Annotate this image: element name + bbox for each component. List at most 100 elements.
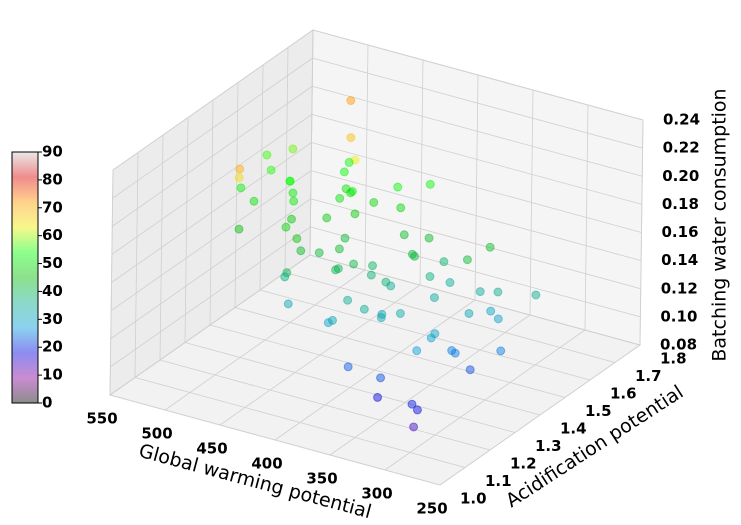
- point: [341, 184, 351, 194]
- y-tick-label: 1.5: [585, 402, 612, 420]
- y-tick-label: 1.3: [535, 437, 562, 455]
- point: [282, 268, 292, 278]
- point: [496, 346, 506, 356]
- y-tick-label: 1.4: [560, 420, 587, 438]
- grid-line: [112, 57, 313, 199]
- z-tick-label: 0.08: [660, 336, 697, 354]
- grid-line: [112, 85, 313, 227]
- grid-line: [310, 226, 641, 318]
- y-tick-label: 1.7: [635, 367, 662, 385]
- x-tick-label: 500: [141, 425, 172, 443]
- point: [344, 157, 354, 167]
- point: [399, 230, 409, 240]
- point: [292, 234, 302, 244]
- grid-line: [184, 342, 516, 433]
- z-tick-label: 0.18: [662, 195, 699, 213]
- x-tick-label: 450: [196, 440, 227, 458]
- point: [350, 155, 360, 165]
- point: [368, 261, 378, 271]
- y-tick-label: 1.8: [660, 350, 687, 368]
- point: [386, 281, 396, 291]
- colorbar-tick-label: 70: [42, 198, 63, 216]
- point: [445, 278, 455, 288]
- grid-line: [112, 29, 314, 171]
- y-tick-label: 1.6: [610, 385, 637, 403]
- point: [323, 318, 333, 328]
- colorbar-tick-label: 20: [42, 338, 63, 356]
- point: [381, 277, 391, 287]
- point: [345, 188, 355, 198]
- colorbar: [11, 151, 39, 404]
- grid-line: [134, 377, 466, 468]
- grid-line: [312, 57, 643, 149]
- point: [377, 309, 387, 319]
- point: [236, 183, 246, 193]
- point: [296, 246, 306, 256]
- grid-line: [310, 198, 641, 290]
- colorbar-tick-label: 40: [42, 282, 63, 300]
- grid-line: [111, 114, 313, 255]
- grid-line: [312, 85, 643, 177]
- colorbar-tick-label: 80: [42, 170, 63, 188]
- y-tick-label: 1.0: [460, 490, 487, 508]
- point: [335, 193, 345, 203]
- point: [234, 173, 244, 183]
- point: [359, 304, 369, 314]
- point: [425, 179, 435, 189]
- point: [410, 251, 420, 261]
- point: [493, 287, 503, 297]
- point: [343, 295, 353, 305]
- z-tick-label: 0.24: [663, 111, 700, 129]
- point: [234, 224, 244, 234]
- z-tick-label: 0.12: [661, 279, 698, 297]
- point: [249, 196, 259, 206]
- y-tick-label: 1.2: [510, 455, 537, 473]
- point: [266, 165, 276, 175]
- point: [322, 213, 332, 223]
- point: [424, 233, 434, 243]
- grid-line: [311, 142, 642, 233]
- point: [369, 197, 379, 207]
- grid-line: [109, 254, 311, 396]
- z-tick-label: 0.14: [661, 251, 698, 269]
- point: [376, 373, 386, 383]
- colorbar-tick-label: 30: [42, 310, 63, 328]
- colorbar-tick-label: 10: [42, 366, 63, 384]
- point: [288, 144, 298, 154]
- point: [439, 257, 449, 267]
- point: [407, 249, 417, 259]
- point: [346, 96, 356, 106]
- point: [343, 362, 353, 372]
- point: [347, 186, 357, 196]
- grid-line: [234, 307, 566, 398]
- point: [393, 182, 403, 192]
- x-tick-label: 250: [416, 500, 447, 518]
- point: [366, 270, 376, 280]
- colorbar-tick-label: 0: [42, 394, 52, 412]
- point: [340, 233, 350, 243]
- point: [328, 315, 338, 325]
- point: [464, 308, 474, 318]
- grid-line: [111, 142, 312, 283]
- grid-line: [284, 272, 616, 363]
- point: [450, 348, 460, 358]
- point: [429, 293, 439, 303]
- grid-line: [109, 394, 441, 486]
- point: [425, 272, 435, 282]
- point: [462, 255, 472, 265]
- point: [493, 314, 503, 324]
- point: [235, 164, 245, 174]
- grid-line: [209, 324, 541, 416]
- point: [287, 214, 297, 224]
- grid-line: [311, 113, 642, 205]
- colorbar-tick-label: 50: [42, 254, 63, 272]
- point: [396, 203, 406, 213]
- point: [409, 422, 419, 432]
- point: [376, 313, 386, 323]
- point: [475, 287, 485, 297]
- x-tick-label: 550: [86, 410, 117, 428]
- point: [373, 392, 383, 402]
- point: [465, 365, 475, 375]
- colorbar-tick-label: 90: [42, 143, 63, 161]
- point: [346, 133, 356, 143]
